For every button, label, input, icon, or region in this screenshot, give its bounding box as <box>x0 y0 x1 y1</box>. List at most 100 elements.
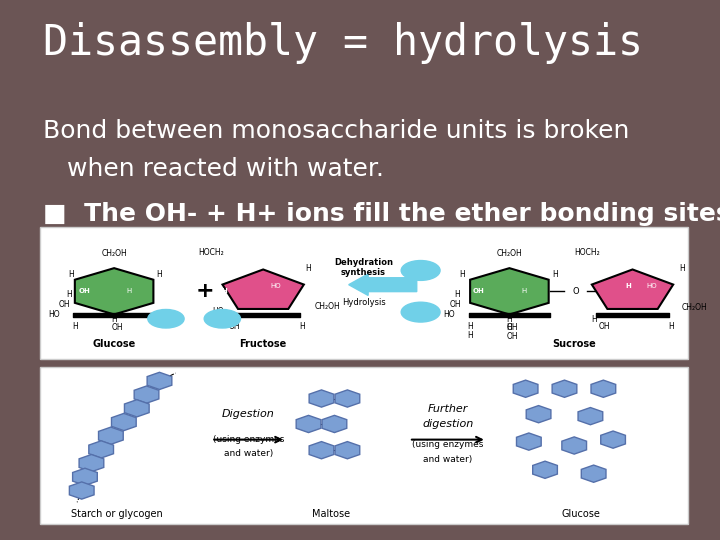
Text: and water): and water) <box>224 449 273 458</box>
Text: Digestion: Digestion <box>222 409 274 420</box>
Text: OH: OH <box>112 323 123 332</box>
Polygon shape <box>552 380 577 397</box>
Text: H: H <box>66 290 71 299</box>
Text: H₂O: H₂O <box>413 308 428 316</box>
Text: +: + <box>196 281 214 301</box>
Circle shape <box>204 309 240 328</box>
Polygon shape <box>335 390 360 407</box>
Text: H: H <box>507 323 512 332</box>
Text: H: H <box>680 264 685 273</box>
Text: synthesis: synthesis <box>341 268 386 277</box>
Polygon shape <box>222 269 304 309</box>
Text: OH: OH <box>228 321 240 330</box>
Text: HOCH₂: HOCH₂ <box>575 247 600 256</box>
Polygon shape <box>134 386 159 403</box>
Polygon shape <box>296 415 321 433</box>
Text: H: H <box>591 315 596 324</box>
Polygon shape <box>73 468 97 485</box>
Polygon shape <box>125 400 149 417</box>
Text: Hydrolysis: Hydrolysis <box>342 298 385 307</box>
Text: HO: HO <box>271 284 282 289</box>
Text: H: H <box>112 315 117 324</box>
Polygon shape <box>600 431 626 448</box>
Text: HO: HO <box>444 310 455 319</box>
Text: H: H <box>222 288 227 294</box>
Text: HO: HO <box>212 307 224 316</box>
Text: OH: OH <box>507 323 518 332</box>
Text: H: H <box>73 321 78 330</box>
Text: OH: OH <box>58 300 70 309</box>
Polygon shape <box>89 441 114 458</box>
Polygon shape <box>322 415 347 433</box>
Polygon shape <box>112 414 136 430</box>
Text: CH₂OH: CH₂OH <box>497 249 522 258</box>
Bar <box>40 227 688 359</box>
Text: Sucrose: Sucrose <box>552 339 596 349</box>
Text: H: H <box>68 270 73 279</box>
Text: H: H <box>552 270 557 279</box>
Text: H: H <box>507 315 512 324</box>
Bar <box>40 367 688 524</box>
FancyArrow shape <box>348 274 417 295</box>
Text: HO: HO <box>647 284 657 289</box>
Polygon shape <box>309 390 334 407</box>
Polygon shape <box>75 268 153 314</box>
Text: H₂O: H₂O <box>413 266 428 275</box>
Text: H: H <box>157 270 162 279</box>
Polygon shape <box>513 380 538 397</box>
Text: H: H <box>468 321 473 330</box>
Text: OH: OH <box>599 321 611 330</box>
Polygon shape <box>562 437 587 454</box>
Polygon shape <box>578 408 603 425</box>
Text: HO: HO <box>48 310 60 319</box>
Polygon shape <box>309 442 334 459</box>
Text: (using enzymes: (using enzymes <box>212 435 284 443</box>
Polygon shape <box>533 461 557 478</box>
Text: Glucose: Glucose <box>562 509 600 519</box>
Text: CH₂OH: CH₂OH <box>102 249 127 258</box>
Text: H: H <box>127 288 132 294</box>
Text: H: H <box>306 264 311 273</box>
Text: CH₂OH: CH₂OH <box>315 302 341 312</box>
Polygon shape <box>516 433 541 450</box>
Text: Dehydration: Dehydration <box>334 258 393 267</box>
Polygon shape <box>147 372 172 389</box>
Circle shape <box>401 260 440 280</box>
Text: H: H <box>669 321 674 330</box>
Text: H: H <box>300 321 305 330</box>
Text: Further: Further <box>428 404 468 414</box>
Circle shape <box>401 302 440 322</box>
Text: HOCH₂: HOCH₂ <box>199 247 224 256</box>
Text: Glucose: Glucose <box>92 339 136 349</box>
Text: H: H <box>625 284 631 289</box>
Text: OH: OH <box>507 332 518 341</box>
Text: H: H <box>459 270 465 279</box>
Polygon shape <box>581 465 606 482</box>
Polygon shape <box>69 482 94 499</box>
Text: ■  The OH- + H+ ions fill the ether bonding sites.: ■ The OH- + H+ ions fill the ether bondi… <box>43 202 720 226</box>
Text: OH: OH <box>161 316 171 322</box>
Text: HO: HO <box>217 316 228 322</box>
Text: (using enzymes: (using enzymes <box>412 441 484 449</box>
Text: H: H <box>455 290 460 299</box>
Circle shape <box>148 309 184 328</box>
Text: CH₂OH: CH₂OH <box>681 303 707 312</box>
Polygon shape <box>591 380 616 397</box>
Text: when reacted with water.: when reacted with water. <box>43 157 384 180</box>
Text: digestion: digestion <box>422 418 474 429</box>
Text: OH: OH <box>473 288 485 294</box>
Text: and water): and water) <box>423 455 472 464</box>
Polygon shape <box>526 406 551 423</box>
Polygon shape <box>99 427 123 444</box>
Text: H: H <box>468 331 473 340</box>
Text: Starch or glycogen: Starch or glycogen <box>71 509 163 519</box>
Text: H: H <box>522 288 527 294</box>
Polygon shape <box>470 268 549 314</box>
Text: OH: OH <box>79 288 91 294</box>
Text: Maltose: Maltose <box>312 509 350 519</box>
Text: OH: OH <box>450 300 462 309</box>
Polygon shape <box>335 442 360 459</box>
Text: Bond between monosaccharide units is broken: Bond between monosaccharide units is bro… <box>43 119 629 143</box>
Text: Fructose: Fructose <box>240 339 287 349</box>
Text: Disassembly = hydrolysis: Disassembly = hydrolysis <box>43 22 643 64</box>
